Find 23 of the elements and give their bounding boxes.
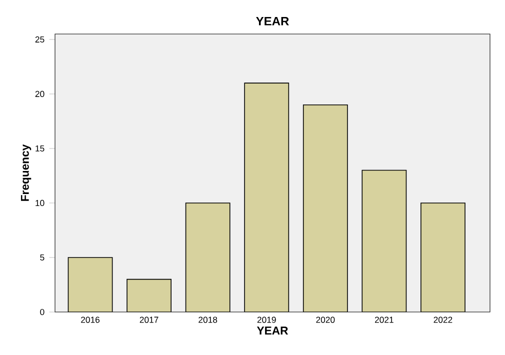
x-tick-label: 2018 bbox=[198, 316, 218, 323]
y-tick-label: 20 bbox=[35, 90, 44, 98]
bar bbox=[303, 104, 348, 312]
x-tick-label: 2019 bbox=[257, 316, 276, 323]
x-tick-label: 2022 bbox=[434, 316, 452, 323]
x-tick-label: 2021 bbox=[374, 316, 394, 323]
y-tick-label: 15 bbox=[36, 145, 44, 152]
x-tick-label: 2020 bbox=[316, 316, 335, 323]
y-tick-label: 10 bbox=[36, 200, 44, 206]
bar bbox=[420, 202, 466, 312]
x-axis-title: YEAR bbox=[256, 326, 288, 334]
y-tick-label: 25 bbox=[35, 36, 44, 43]
y-tick-label: 5 bbox=[40, 254, 44, 261]
bar bbox=[362, 170, 406, 312]
bar bbox=[244, 83, 289, 312]
x-tick-label: 2016 bbox=[81, 316, 100, 323]
bar bbox=[127, 279, 172, 312]
bar bbox=[68, 257, 112, 312]
y-axis-title: Frequency bbox=[20, 144, 32, 201]
y-tick-label: 0 bbox=[40, 308, 44, 316]
chart-title: YEAR bbox=[256, 17, 289, 26]
x-tick-label: 2017 bbox=[140, 316, 158, 323]
bar bbox=[186, 202, 230, 312]
